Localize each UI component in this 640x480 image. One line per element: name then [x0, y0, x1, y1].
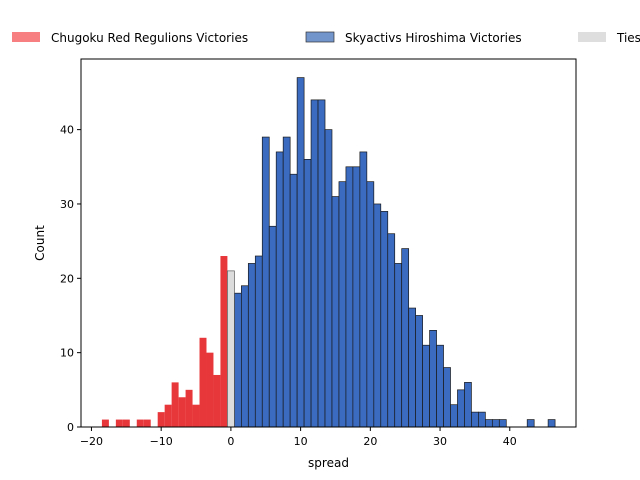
- bar-series-0-x--9: [164, 404, 172, 427]
- bar-series-1-x-34: [464, 382, 472, 428]
- bar-series-1-x-4: [254, 255, 263, 428]
- x-tick-label: −20: [80, 435, 103, 448]
- bar-series-0-x--3: [206, 352, 214, 427]
- legend-swatch-0: [12, 32, 40, 42]
- bar-series-1-x-26: [408, 307, 416, 428]
- legend-label-2: Ties: [616, 31, 640, 45]
- x-tick-label: 30: [433, 435, 447, 448]
- y-tick-label: 40: [60, 124, 74, 137]
- bar-series-1-x-39: [498, 419, 507, 428]
- bar-series-1-x-27: [415, 315, 423, 428]
- x-tick-label: 40: [503, 435, 517, 448]
- bar-series-1-x-7: [275, 151, 284, 428]
- bar-series-1-x-36: [478, 411, 486, 428]
- bar-series-1-x-3: [247, 263, 256, 428]
- bar-series-1-x-38: [491, 419, 500, 428]
- bar-series-0-x--8: [171, 382, 179, 427]
- y-tick-label: 10: [60, 347, 74, 360]
- bar-series-0-x--6: [185, 389, 193, 427]
- bar-series-1-x-31: [443, 367, 451, 428]
- bar-series-0-x--1: [220, 256, 228, 427]
- bar-series-1-x-12: [310, 99, 319, 428]
- bar-series-0-x--10: [157, 412, 165, 427]
- bar-series-1-x-32: [450, 404, 458, 428]
- bar-series-1-x-22: [380, 211, 389, 428]
- y-tick-label: 30: [60, 198, 74, 211]
- bar-series-1-x-8: [282, 136, 291, 428]
- bar-series-0-x--16: [115, 419, 123, 427]
- bar-series-1-x-35: [471, 411, 479, 428]
- bar-series-1-x-6: [268, 225, 277, 428]
- bar-series-1-x-30: [436, 344, 444, 428]
- bar-series-1-x-13: [317, 99, 326, 428]
- bar-series-1-x-2: [241, 285, 249, 428]
- legend-swatch-1: [305, 31, 335, 43]
- bar-series-1-x-16: [338, 181, 347, 428]
- bar-series-1-x-28: [422, 344, 430, 428]
- legend-label-0: Chugoku Red Regulions Victories: [51, 31, 248, 45]
- x-tick-label: 20: [363, 435, 377, 448]
- bar-series-0-x--7: [178, 397, 186, 427]
- bar-series-0-x--15: [122, 419, 130, 427]
- bar-series-1-x-9: [289, 173, 298, 428]
- bar-series-1-x-19: [359, 151, 368, 428]
- bar-series-1-x-1: [234, 292, 242, 428]
- bar-series-1-x-23: [387, 233, 396, 428]
- bar-series-1-x-21: [373, 203, 382, 428]
- bar-series-1-x-46: [547, 419, 556, 428]
- bar-series-0-x--12: [143, 419, 151, 427]
- bars: [101, 77, 556, 428]
- bar-series-1-x-15: [331, 196, 340, 428]
- bar-series-1-x-24: [394, 263, 403, 428]
- bar-series-1-x-17: [345, 166, 354, 428]
- bar-series-1-x-33: [457, 389, 465, 428]
- x-tick-label: −10: [150, 435, 173, 448]
- bar-series-1-x-14: [324, 129, 333, 428]
- x-axis-ticks: −20 −10 0 10 20 30 40: [80, 427, 517, 448]
- bar-series-1-x-37: [485, 419, 493, 428]
- x-tick-label: 10: [294, 435, 308, 448]
- legend-swatch-2: [578, 32, 606, 42]
- y-axis-ticks: 0 10 20 30 40: [60, 124, 81, 434]
- bar-series-1-x-11: [303, 159, 312, 428]
- y-tick-label: 0: [67, 421, 74, 434]
- bar-series-1-x-25: [401, 248, 410, 428]
- y-axis-label: Count: [33, 225, 47, 261]
- bar-series-1-x-29: [429, 330, 437, 428]
- bar-series-1-x-18: [352, 166, 361, 428]
- y-tick-label: 20: [60, 272, 74, 285]
- bar-series-0-x--18: [101, 419, 109, 427]
- legend-label-1: Skyactivs Hiroshima Victories: [345, 31, 522, 45]
- bar-series-0-x--13: [136, 419, 144, 427]
- bar-series-0-x--4: [199, 337, 207, 427]
- bar-series-1-x-20: [366, 181, 375, 428]
- bar-series-1-x-10: [296, 77, 305, 428]
- legend: Chugoku Red Regulions Victories Skyactivs…: [12, 31, 640, 45]
- bar-series-0-x--2: [213, 374, 221, 427]
- x-axis-label: spread: [308, 456, 349, 470]
- bar-series-0-x--5: [192, 404, 200, 427]
- axes-frame: [80, 58, 577, 428]
- x-tick-label: 0: [227, 435, 234, 448]
- bar-series-1-x-5: [261, 136, 270, 428]
- bar-series-1-x-43: [526, 419, 535, 428]
- bar-series-2-x-0: [227, 270, 235, 428]
